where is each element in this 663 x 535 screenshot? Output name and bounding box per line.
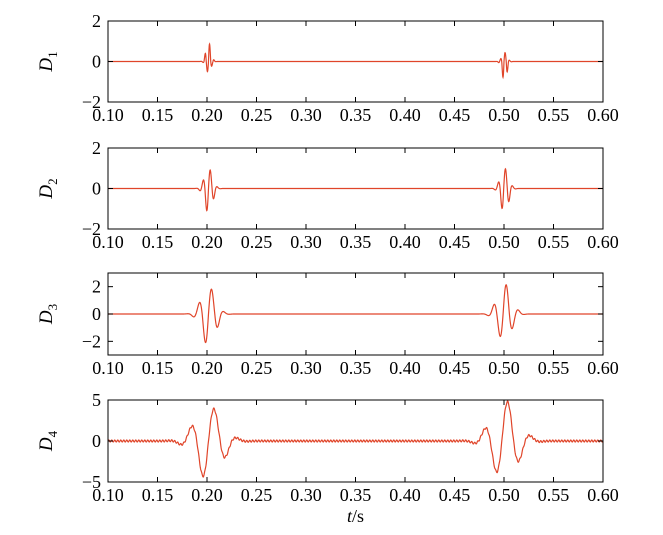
x-tick-label: 0.25 <box>241 105 273 125</box>
y-axis-label: D4 <box>36 430 60 452</box>
panel-d3: 0.10 0.15 0.20 0.25 0.30 0.35 0.40 0.45 0.50 0.55… <box>36 272 619 378</box>
x-tick-label: 0.50 <box>488 485 520 505</box>
y-tick-label: 0 <box>92 431 101 451</box>
panel-d2: 0.10 0.15 0.20 0.25 0.30 0.35 0.40 0.45 0.50 0.55… <box>36 138 619 252</box>
signal-line-3 <box>108 284 603 344</box>
signal-line-2 <box>108 167 603 212</box>
x-tick-label: 0.30 <box>290 485 322 505</box>
y-axis-label: D3 <box>36 304 60 325</box>
y-tick-label: −2 <box>82 219 101 239</box>
x-axis-label: t/s <box>347 506 364 526</box>
panel-d1: 0.10 0.15 0.20 0.25 0.30 0.35 0.40 0.45 0.50 0.55… <box>36 11 619 125</box>
y-tick-label: −5 <box>82 472 101 492</box>
x-tick-label: 0.10 <box>92 232 124 252</box>
x-tick-label: 0.30 <box>290 105 322 125</box>
x-tick-label: 0.60 <box>587 232 619 252</box>
x-tick-label: 0.45 <box>439 232 471 252</box>
x-tick-label: 0.40 <box>389 232 421 252</box>
x-tick-label: 0.35 <box>340 485 372 505</box>
x-tick-label: 0.15 <box>142 485 174 505</box>
y-tick-label: 2 <box>92 138 101 158</box>
y-tick-label: 2 <box>92 277 101 297</box>
x-tick-label: 0.60 <box>587 105 619 125</box>
x-tick-label: 0.25 <box>241 485 273 505</box>
x-tick-label: 0.20 <box>191 105 223 125</box>
y-tick-label: 0 <box>92 179 101 199</box>
x-tick-label: 0.55 <box>538 232 570 252</box>
x-tick-label: 0.15 <box>142 105 174 125</box>
y-tick-label: 5 <box>92 390 101 410</box>
x-tick-label: 0.55 <box>538 105 570 125</box>
y-tick-label: −2 <box>82 92 101 112</box>
y-tick-label: 0 <box>92 52 101 72</box>
x-tick-label: 0.45 <box>439 105 471 125</box>
x-tick-label: 0.35 <box>340 105 372 125</box>
x-tick-label: 0.35 <box>340 232 372 252</box>
x-tick-label: 0.55 <box>538 485 570 505</box>
x-tick-label: 0.40 <box>389 105 421 125</box>
x-tick-label: 0.25 <box>241 358 273 378</box>
x-tick-label: 0.25 <box>241 232 273 252</box>
x-tick-label: 0.20 <box>191 232 223 252</box>
signal-line-1 <box>108 42 603 80</box>
x-tick-label: 0.40 <box>389 485 421 505</box>
x-tick-label: 0.20 <box>191 485 223 505</box>
panel-d4: 0.10 0.15 0.20 0.25 0.30 0.35 0.40 0.45 0.50 0.55… <box>36 390 619 526</box>
x-tick-label: 0.15 <box>142 232 174 252</box>
y-axis-label: D1 <box>36 51 60 72</box>
y-tick-label: 2 <box>92 11 101 31</box>
x-tick-label: 0.45 <box>439 358 471 378</box>
y-tick-label: 0 <box>92 304 101 324</box>
x-tick-label: 0.15 <box>142 358 174 378</box>
x-tick-label: 0.35 <box>340 358 372 378</box>
x-tick-label: 0.60 <box>587 485 619 505</box>
x-tick-label: 0.10 <box>92 105 124 125</box>
x-tick-label: 0.55 <box>538 358 570 378</box>
x-tick-label: 0.45 <box>439 485 471 505</box>
y-tick-label: −2 <box>82 331 101 351</box>
x-tick-label: 0.20 <box>191 358 223 378</box>
x-tick-label: 0.40 <box>389 358 421 378</box>
x-tick-label: 0.50 <box>488 105 520 125</box>
y-axis-label: D2 <box>36 178 60 199</box>
x-tick-label: 0.10 <box>92 485 124 505</box>
x-tick-label: 0.10 <box>92 358 124 378</box>
x-tick-label: 0.30 <box>290 232 322 252</box>
signal-line-4 <box>108 400 603 478</box>
x-tick-label: 0.60 <box>587 358 619 378</box>
x-tick-label: 0.50 <box>488 358 520 378</box>
x-tick-label: 0.30 <box>290 358 322 378</box>
x-tick-label: 0.50 <box>488 232 520 252</box>
